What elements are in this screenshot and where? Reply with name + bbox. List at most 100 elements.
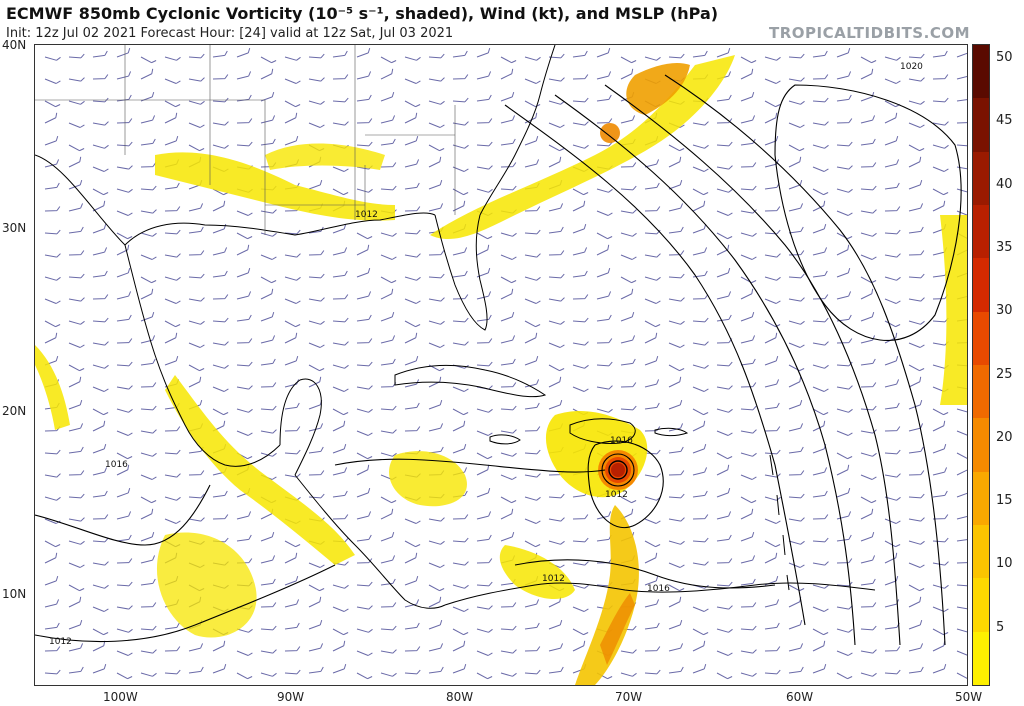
wind-barb [764,552,778,564]
wind-barb [236,628,253,633]
wind-barb [284,669,301,675]
wind-barb [524,669,541,675]
wind-barb [236,361,253,367]
wind-barb [404,426,421,432]
wind-barb [740,138,756,146]
wind-barb [812,341,829,346]
wind-barb [524,646,541,652]
wind-barb [932,640,946,652]
wind-barb [404,332,418,344]
wind-barb [308,273,325,279]
wind-barb [332,270,348,278]
wind-barb [812,50,828,58]
wind-barb [572,97,589,103]
wind-barb [836,291,852,300]
wind-barb [164,100,181,108]
wind-barb [668,562,685,568]
wind-barb [452,640,466,652]
wind-barb [788,517,805,522]
wind-barb [212,50,228,58]
wind-barb [908,562,925,568]
wind-barb [332,640,346,652]
contour-label-1012-colombia: 1012 [542,574,565,584]
wind-barb [500,138,516,146]
wind-barb [692,606,709,612]
wind-barb [68,364,85,372]
cuba [394,364,547,398]
wind-barb [44,646,61,652]
wind-barb [116,118,133,124]
wind-barb [284,622,300,630]
wind-barb [740,162,757,168]
wind-barb [548,144,565,152]
wind-barb [740,496,757,504]
wind-barb [884,540,901,548]
wind-barb [332,386,349,392]
wind-barb [356,94,372,102]
wind-barb [572,640,586,652]
wind-barb [356,605,373,610]
south-america-north [444,582,876,606]
wind-barb [92,364,109,369]
political-borders [35,45,456,235]
wind-barb [884,449,901,455]
wind-barb [44,320,61,328]
wind-barb [500,335,516,344]
wind-barb [140,429,157,434]
wind-barb [140,335,156,344]
wind-barb [380,508,394,520]
wind-barb [644,379,660,388]
wind-barb [644,518,661,524]
wind-barb [92,408,109,416]
isobar-3 [604,84,901,646]
wind-barb [860,429,877,434]
wind-barb [164,449,181,455]
vorticity-venezuela [499,545,575,600]
wind-barb [92,443,107,454]
wind-barb [692,166,709,172]
wind-barb [236,314,252,322]
wind-barb [428,562,445,568]
wind-barb [500,625,517,631]
wind-barb [932,490,948,498]
wind-barb [68,399,83,410]
wind-barb [644,540,661,548]
wind-barb [524,320,541,328]
wind-barb [788,643,804,652]
wind-barb [884,56,901,61]
wind-barb [140,508,154,520]
wind-barb [836,118,853,124]
wind-barb [212,270,228,278]
wind-barb [548,517,565,522]
wind-barb [404,112,418,124]
wind-barb [188,297,205,302]
coastlines [35,45,876,609]
wind-barb [500,311,515,322]
wind-barb [92,188,109,196]
wind-barb [428,584,445,592]
brand-label[interactable]: TROPICALTIDBITS.COM [769,24,970,42]
wind-barb [356,291,372,300]
wind-barb [44,332,58,344]
wind-barb [188,226,204,234]
wind-barb [404,669,421,675]
wind-barb [356,141,373,147]
wind-barb [668,584,685,592]
wind-barb [908,156,922,168]
wind-barb [764,135,779,146]
wind-barb [908,226,924,234]
wind-barb [740,358,756,366]
wind-barb [788,540,805,545]
wind-barb [500,531,515,542]
wind-barb [884,552,898,564]
wind-barb [788,77,805,82]
wind-barb [476,291,492,300]
wind-barb [356,314,372,322]
wind-barb [116,581,133,587]
wind-barb [500,382,517,388]
wind-barb [716,291,732,300]
wind-barb [860,232,877,237]
wind-barb [668,446,684,454]
wind-barb [692,270,708,278]
contour-label-1020: 1020 [900,62,923,72]
